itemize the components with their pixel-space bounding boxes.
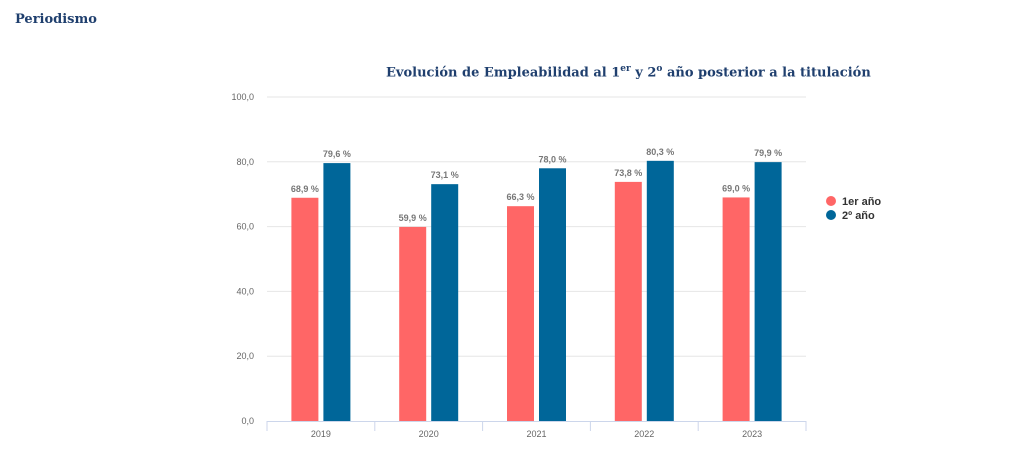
bar-first-year <box>399 226 427 421</box>
y-tick-label: 100,0 <box>231 92 254 102</box>
data-label: 79,9 % <box>754 148 782 158</box>
data-label: 80,3 % <box>646 147 674 157</box>
bar-second-year <box>754 162 782 421</box>
legend-marker <box>826 210 836 220</box>
y-tick-label: 80,0 <box>236 157 254 167</box>
data-label: 78,0 % <box>538 154 566 164</box>
bar-second-year <box>539 168 566 421</box>
page-title: Periodismo <box>15 12 97 27</box>
data-label: 69,0 % <box>722 183 750 193</box>
y-tick-label: 0,0 <box>241 416 254 426</box>
y-tick-label: 20,0 <box>236 351 254 361</box>
x-tick-label: 2023 <box>742 429 762 439</box>
legend-label: 2º año <box>842 210 875 222</box>
bar-first-year <box>614 181 642 421</box>
y-tick-label: 60,0 <box>236 222 254 232</box>
y-tick-label: 40,0 <box>236 286 254 296</box>
data-label: 79,6 % <box>323 149 351 159</box>
x-tick-label: 2020 <box>419 429 439 439</box>
data-label: 59,9 % <box>399 213 427 223</box>
chart-title: Evolución de Empleabilidad al 1er y 2o a… <box>386 64 871 81</box>
x-tick-label: 2022 <box>634 429 654 439</box>
bar-first-year <box>291 197 319 421</box>
x-tick-label: 2021 <box>526 429 546 439</box>
bar-first-year <box>722 197 750 421</box>
bar-second-year <box>646 160 674 421</box>
data-label: 73,8 % <box>614 168 642 178</box>
bar-second-year <box>431 184 459 421</box>
legend-label: 1er año <box>842 196 881 208</box>
data-label: 73,1 % <box>431 170 459 180</box>
data-label: 68,9 % <box>291 184 319 194</box>
legend-marker <box>826 196 836 206</box>
x-tick-label: 2019 <box>311 429 331 439</box>
data-label: 66,3 % <box>506 192 534 202</box>
bar-second-year <box>323 163 351 421</box>
bar-first-year <box>507 206 534 421</box>
